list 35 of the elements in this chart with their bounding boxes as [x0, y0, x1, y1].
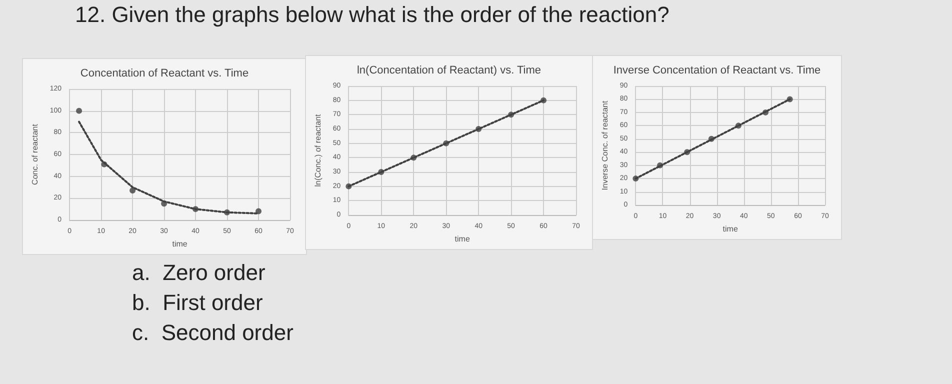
point — [684, 149, 690, 156]
point — [378, 169, 384, 175]
chart-title: ln(Concentation of Reactant) vs. Time — [356, 64, 542, 76]
line-series — [78, 120, 260, 214]
chart-title: Concentation of Reactant vs. Time — [80, 68, 249, 80]
point — [735, 122, 742, 129]
point — [130, 188, 136, 194]
point — [786, 96, 793, 102]
point — [76, 108, 82, 114]
point — [632, 176, 639, 182]
point — [508, 112, 514, 118]
point — [192, 206, 199, 212]
point — [443, 140, 450, 146]
x-axis-title: time — [454, 234, 470, 244]
point — [762, 109, 768, 116]
point — [540, 97, 547, 104]
y-axis-title: Conc. of reactant — [30, 123, 40, 185]
chart-title: Inverse Concentation of Reactant vs. Time — [613, 64, 821, 76]
point — [708, 136, 714, 142]
text: a. Zero order — [132, 259, 266, 287]
point — [657, 162, 664, 168]
x-axis-title: time — [172, 239, 188, 248]
text: c. Second order — [132, 319, 294, 347]
point — [161, 200, 168, 207]
text: b. First order — [132, 289, 264, 317]
point — [256, 208, 262, 214]
y-axis-title: ln(Conc.) of reactant — [314, 113, 322, 187]
point — [101, 161, 108, 168]
point — [346, 183, 352, 190]
point — [476, 126, 482, 132]
text: 12. Given the graphs below what is the order of the reaction? — [75, 2, 670, 28]
x-axis-title: time — [722, 224, 738, 234]
point — [410, 154, 417, 161]
point — [224, 209, 230, 216]
y-axis-title: Inverse Conc. of reactant — [600, 100, 610, 190]
